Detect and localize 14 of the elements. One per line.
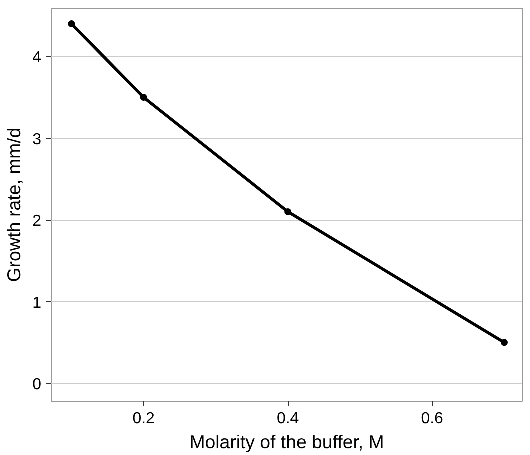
point — [284, 208, 292, 216]
y-tick-label: 1 — [32, 294, 42, 312]
y-tick-label: 3 — [32, 131, 42, 148]
x-axis-title: Molarity of the buffer, M — [190, 432, 384, 452]
y-axis-title: Growth rate, mm/d — [4, 128, 25, 282]
y-tick-label: 0 — [32, 376, 42, 394]
point — [140, 94, 148, 102]
point — [500, 339, 508, 346]
x-tick-label: 0.4 — [276, 410, 300, 428]
point — [68, 20, 76, 28]
y-tick-label: 2 — [32, 213, 42, 230]
x-tick-label: 0.6 — [421, 410, 444, 428]
y-tick-label: 4 — [32, 50, 42, 67]
x-tick-label: 0.2 — [132, 410, 156, 428]
